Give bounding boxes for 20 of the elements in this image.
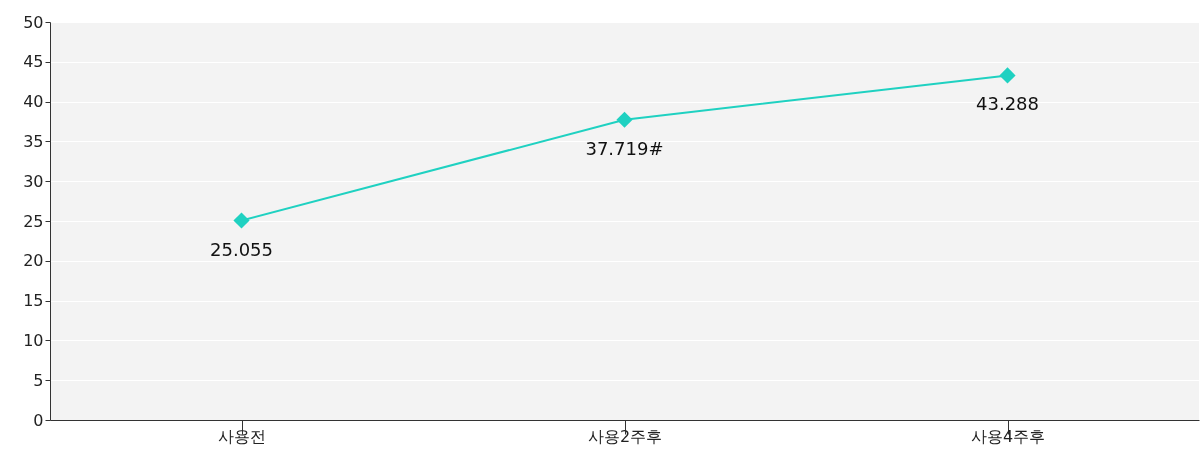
- y-tick-label: 35: [23, 131, 44, 151]
- x-tick-label: 사용2주후: [587, 426, 663, 446]
- data-label: 43.288: [976, 93, 1039, 115]
- data-label: 25.055: [210, 238, 273, 260]
- y-tick-label: 0: [33, 410, 44, 430]
- point: [233, 212, 250, 229]
- y-tick-label: 5: [33, 370, 44, 390]
- y-tick-label: 10: [23, 330, 44, 350]
- data-label: 37.719#: [585, 137, 664, 159]
- y-tick-label: 30: [23, 171, 44, 191]
- point: [616, 111, 633, 128]
- y-tick-label: 20: [23, 251, 44, 271]
- y-tick-label: 15: [23, 291, 44, 311]
- x-tick-label: 사용4주후: [970, 426, 1046, 446]
- y-tick-label: 45: [23, 52, 44, 72]
- point: [999, 67, 1016, 84]
- x-tick-label: 사용전: [218, 426, 266, 446]
- y-tick-label: 50: [23, 12, 44, 32]
- y-tick-label: 25: [23, 211, 44, 231]
- y-tick-label: 40: [23, 92, 44, 112]
